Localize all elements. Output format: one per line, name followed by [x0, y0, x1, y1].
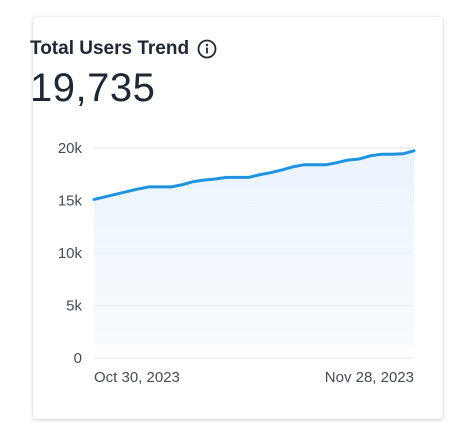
y-tick-label: 5k — [66, 298, 82, 315]
series-line-layer — [92, 149, 416, 201]
total-users-value: 19,735 — [30, 66, 156, 110]
info-icon[interactable] — [197, 39, 217, 59]
y-tick-label: 10k — [58, 245, 83, 262]
area-fill-layer — [94, 150, 414, 345]
y-axis-ticks: 0 5k 10k 15k 20k — [58, 140, 83, 367]
x-tick-label-end: Nov 28, 2023 — [325, 369, 414, 386]
series-area — [94, 150, 414, 345]
card-header: Total Users Trend — [30, 38, 217, 60]
series-line[interactable] — [92, 149, 416, 201]
x-axis-ticks: Oct 30, 2023 Nov 28, 2023 — [94, 369, 414, 386]
y-tick-label: 0 — [74, 350, 82, 367]
y-tick-label: 15k — [58, 193, 83, 210]
card-title: Total Users Trend — [30, 38, 190, 59]
x-tick-label-start: Oct 30, 2023 — [94, 369, 180, 386]
y-tick-label: 20k — [58, 140, 83, 157]
